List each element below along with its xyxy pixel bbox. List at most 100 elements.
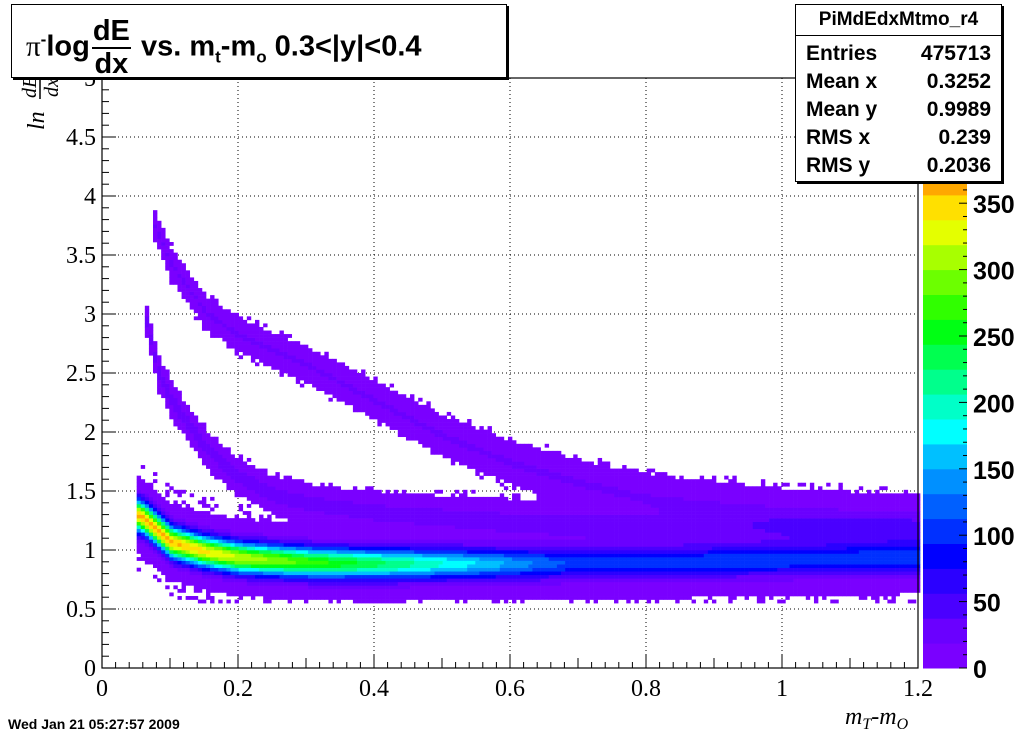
heatmap-cell bbox=[430, 443, 435, 448]
heatmap-cell bbox=[389, 397, 395, 402]
heatmap-cell bbox=[197, 567, 203, 572]
heatmap-cell bbox=[454, 588, 460, 593]
heatmap-cell bbox=[479, 571, 484, 576]
heatmap-cell bbox=[373, 588, 378, 593]
heatmap-cell bbox=[548, 564, 554, 568]
heatmap-cell bbox=[189, 295, 195, 299]
heatmap-cell bbox=[483, 511, 488, 515]
heatmap-cell bbox=[157, 390, 162, 395]
heatmap-cell bbox=[336, 376, 341, 381]
heatmap-cell bbox=[226, 468, 231, 473]
heatmap-cell bbox=[348, 585, 354, 590]
heatmap-cell bbox=[475, 447, 480, 452]
heatmap-cell bbox=[467, 518, 472, 522]
heatmap-cell bbox=[556, 592, 562, 597]
heatmap-cell bbox=[422, 521, 427, 526]
heatmap-cell bbox=[520, 571, 525, 576]
heatmap-cell bbox=[189, 302, 195, 307]
heatmap-cell bbox=[153, 528, 158, 533]
heatmap-cell bbox=[316, 564, 321, 568]
heatmap-cell bbox=[173, 404, 178, 409]
heatmap-cell bbox=[153, 369, 158, 374]
heatmap-cell bbox=[589, 542, 594, 547]
heatmap-cell bbox=[410, 535, 415, 540]
heatmap-cell bbox=[373, 493, 378, 498]
heatmap-cell bbox=[593, 564, 599, 568]
heatmap-cell bbox=[581, 553, 586, 558]
heatmap-cell bbox=[524, 479, 529, 484]
heatmap-cell bbox=[153, 560, 158, 565]
heatmap-cell bbox=[438, 574, 443, 579]
heatmap-cell bbox=[230, 567, 235, 572]
heatmap-cell bbox=[185, 528, 191, 533]
heatmap-cell bbox=[263, 489, 268, 494]
heatmap-cell bbox=[324, 528, 329, 533]
heatmap-cell bbox=[561, 500, 566, 505]
heatmap-cell bbox=[454, 550, 460, 554]
heatmap-cell bbox=[328, 362, 333, 367]
heatmap-cell bbox=[189, 535, 195, 540]
heatmap-cell bbox=[381, 560, 386, 565]
heatmap-cell bbox=[454, 585, 460, 590]
heatmap-cell bbox=[295, 511, 301, 515]
heatmap-cell bbox=[259, 482, 264, 487]
heatmap-cell bbox=[210, 557, 215, 561]
heatmap-cell bbox=[275, 365, 280, 370]
heatmap-cell bbox=[153, 238, 158, 243]
heatmap-cell bbox=[503, 447, 509, 452]
heatmap-cell bbox=[389, 419, 395, 423]
heatmap-cell bbox=[410, 415, 415, 420]
heatmap-cell bbox=[267, 500, 272, 505]
heatmap-cell bbox=[206, 298, 211, 303]
heatmap-cell bbox=[357, 521, 362, 526]
heatmap-cell bbox=[312, 532, 317, 537]
heatmap-cell bbox=[495, 560, 501, 565]
heatmap-cell bbox=[552, 550, 558, 554]
heatmap-cell bbox=[475, 450, 480, 455]
heatmap-cell bbox=[430, 503, 435, 508]
heatmap-cell bbox=[242, 465, 248, 469]
heatmap-cell bbox=[487, 454, 492, 459]
heatmap-cell bbox=[336, 518, 341, 522]
heatmap-cell bbox=[397, 401, 403, 406]
heatmap-cell bbox=[250, 574, 256, 579]
heatmap-cell bbox=[434, 433, 439, 438]
heatmap-cell bbox=[197, 521, 203, 526]
heatmap-cell bbox=[193, 295, 199, 299]
heatmap-cell bbox=[467, 539, 472, 544]
heatmap-cell bbox=[393, 588, 399, 593]
heatmap-cell bbox=[418, 588, 423, 593]
heatmap-cell bbox=[589, 514, 594, 519]
heatmap-cell bbox=[426, 525, 431, 530]
heatmap-cell bbox=[487, 596, 492, 600]
heatmap-cell bbox=[393, 571, 399, 576]
heatmap-cell bbox=[414, 493, 419, 498]
heatmap-cell bbox=[328, 557, 333, 561]
heatmap-cell bbox=[426, 436, 431, 441]
heatmap-cell bbox=[181, 532, 186, 537]
heatmap-cell bbox=[446, 532, 452, 537]
heatmap-cell bbox=[495, 507, 501, 512]
heatmap-cell bbox=[581, 542, 586, 547]
heatmap-cell bbox=[605, 532, 611, 537]
heatmap-cell bbox=[324, 358, 329, 363]
heatmap-cell bbox=[348, 564, 354, 568]
heatmap-cell bbox=[328, 596, 333, 600]
heatmap-cell bbox=[230, 518, 235, 522]
heatmap-cell bbox=[561, 514, 566, 519]
heatmap-cell bbox=[503, 574, 509, 579]
heatmap-cell bbox=[197, 288, 203, 292]
heatmap-cell bbox=[601, 518, 607, 522]
heatmap-cell bbox=[540, 596, 545, 600]
heatmap-cell bbox=[222, 312, 227, 317]
heatmap-cell bbox=[479, 503, 484, 508]
heatmap-cell bbox=[536, 567, 541, 572]
heatmap-cell bbox=[197, 447, 203, 452]
heatmap-cell bbox=[320, 514, 325, 519]
heatmap-cell bbox=[573, 486, 578, 491]
heatmap-cell bbox=[140, 465, 146, 469]
heatmap-cell bbox=[226, 535, 231, 540]
heatmap-cell bbox=[283, 482, 288, 487]
heatmap-cell bbox=[609, 542, 615, 547]
heatmap-cell bbox=[275, 341, 280, 345]
